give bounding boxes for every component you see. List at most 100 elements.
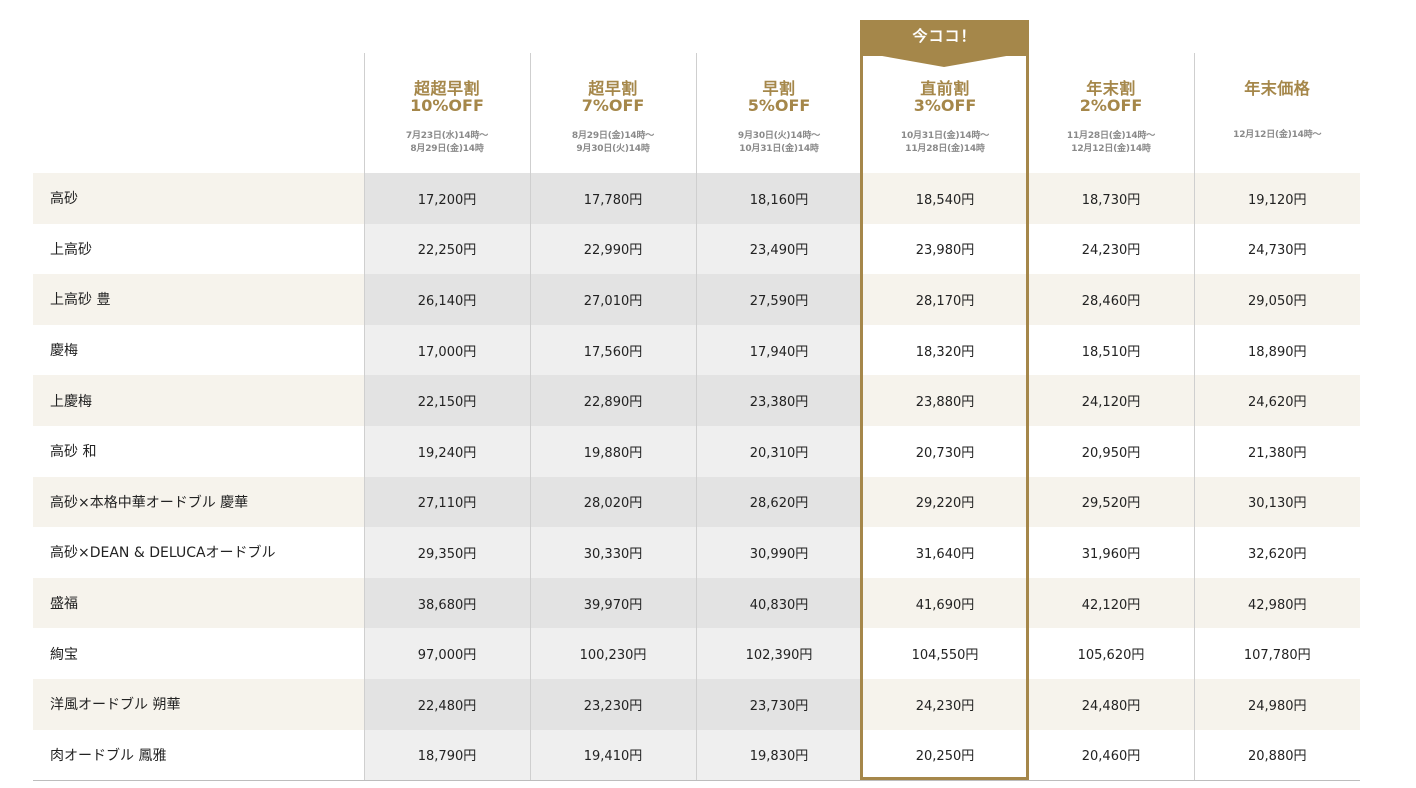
price-cell: 29,050円 [1193, 274, 1360, 325]
plan-discount: 5%OFF [747, 96, 811, 115]
price-cell: 28,020円 [529, 476, 696, 528]
price-table: 超超早割 10%OFF 7月23日(水)14時〜 8月29日(金)14時 超早割… [33, 53, 1360, 782]
current-period-badge: 今ココ！ [860, 20, 1029, 54]
price-cell: 28,460円 [1027, 274, 1194, 325]
product-name: 高砂×本格中華オードブル 慶華 [33, 476, 364, 528]
plan-date-end: 11月28日(金)14時 [905, 144, 985, 154]
price-cell: 30,990円 [695, 527, 862, 578]
product-name: 上高砂 豊 [33, 274, 364, 325]
price-cell: 17,560円 [529, 324, 696, 376]
price-cell: 20,250円 [861, 729, 1028, 782]
table-row: 上高砂 22,250円 22,990円 23,490円 23,980円 24,230円 24… [33, 223, 1360, 275]
product-name: 絢宝 [33, 628, 364, 679]
plan-date-end: 10月31日(金)14時 [739, 144, 819, 154]
price-cell: 20,730円 [861, 425, 1028, 477]
price-cell: 24,230円 [1027, 223, 1194, 275]
price-cell: 29,350円 [363, 527, 530, 578]
price-cell: 97,000円 [363, 628, 530, 679]
price-cell: 26,140円 [363, 274, 530, 325]
plan-discount: 3%OFF [913, 96, 977, 115]
price-cell: 27,110円 [363, 476, 530, 528]
plan-date-end: 12月12日(金)14時 [1071, 144, 1151, 154]
price-cell: 20,460円 [1027, 729, 1194, 782]
price-cell: 104,550円 [861, 628, 1028, 679]
plan-discount: 7%OFF [581, 96, 645, 115]
table-row: 上慶梅 22,150円 22,890円 23,380円 23,880円 24,120円 24… [33, 375, 1360, 426]
price-cell: 22,890円 [529, 375, 696, 426]
plan-header: 早割 5%OFF 9月30日(火)14時〜 10月31日(金)14時 [695, 53, 862, 173]
price-cell: 18,890円 [1193, 324, 1360, 376]
price-cell: 32,620円 [1193, 527, 1360, 578]
price-cell: 20,310円 [695, 425, 862, 477]
table-header-row: 超超早割 10%OFF 7月23日(水)14時〜 8月29日(金)14時 超早割… [33, 53, 1360, 173]
price-cell: 20,880円 [1193, 729, 1360, 782]
price-cell: 40,830円 [695, 577, 862, 629]
plan-name: 超超早割 [413, 79, 480, 98]
product-name: 高砂×DEAN & DELUCAオードブル [33, 527, 364, 578]
price-cell: 102,390円 [695, 628, 862, 679]
price-cell: 18,160円 [695, 173, 862, 224]
table-row: 高砂×DEAN & DELUCAオードブル 29,350円 30,330円 30,99… [33, 527, 1360, 578]
plan-header: 超早割 7%OFF 8月29日(金)14時〜 9月30日(火)14時 [529, 53, 696, 173]
plan-date-start: 7月23日(水)14時〜 [405, 131, 489, 141]
price-cell: 18,790円 [363, 729, 530, 782]
price-cell: 24,980円 [1193, 678, 1360, 730]
product-name: 洋風オードブル 朔華 [33, 678, 364, 730]
plan-date-start: 11月28日(金)14時〜 [1066, 131, 1156, 141]
price-cell: 42,120円 [1027, 577, 1194, 629]
price-cell: 29,220円 [861, 476, 1028, 528]
price-cell: 23,980円 [861, 223, 1028, 275]
plan-date-start: 10月31日(金)14時〜 [900, 131, 990, 141]
plan-name: 早割 [762, 79, 796, 98]
price-cell: 23,880円 [861, 375, 1028, 426]
table-row: 洋風オードブル 朔華 22,480円 23,230円 23,730円 24,230円 24… [33, 678, 1360, 730]
plan-header: 年末価格 12月12日(金)14時〜 [1193, 53, 1360, 173]
price-cell: 19,120円 [1193, 173, 1360, 224]
price-cell: 28,170円 [861, 274, 1028, 325]
price-cell: 107,780円 [1193, 628, 1360, 679]
price-cell: 23,230円 [529, 678, 696, 730]
plan-date-end: 8月29日(金)14時 [410, 144, 484, 154]
price-cell: 41,690円 [861, 577, 1028, 629]
table-row: 肉オードブル 鳳雅 18,790円 19,410円 19,830円 20,250円 20,… [33, 729, 1360, 782]
price-cell: 18,320円 [861, 324, 1028, 376]
price-cell: 22,150円 [363, 375, 530, 426]
product-name: 上高砂 [33, 223, 364, 275]
product-name: 盛福 [33, 577, 364, 629]
product-name: 高砂 [33, 173, 364, 224]
product-name: 高砂 和 [33, 425, 364, 477]
plan-discount: 10%OFF [410, 96, 484, 115]
plan-header: 超超早割 10%OFF 7月23日(水)14時〜 8月29日(金)14時 [363, 53, 530, 173]
plan-discount: 2%OFF [1079, 96, 1143, 115]
price-cell: 39,970円 [529, 577, 696, 629]
table-row: 絢宝 97,000円 100,230円 102,390円 104,550円 105,620… [33, 628, 1360, 679]
price-cell: 100,230円 [529, 628, 696, 679]
plan-date-start: 9月30日(火)14時〜 [737, 131, 821, 141]
price-cell: 20,950円 [1027, 425, 1194, 477]
price-cell: 28,620円 [695, 476, 862, 528]
table-body: 高砂 17,200円 17,780円 18,160円 18,540円 18,730円 19,… [33, 173, 1360, 782]
price-cell: 21,380円 [1193, 425, 1360, 477]
price-cell: 24,620円 [1193, 375, 1360, 426]
price-cell: 31,960円 [1027, 527, 1194, 578]
table-row: 高砂 17,200円 17,780円 18,160円 18,540円 18,730円 19,… [33, 173, 1360, 224]
product-name: 上慶梅 [33, 375, 364, 426]
price-cell: 19,410円 [529, 729, 696, 782]
price-cell: 27,010円 [529, 274, 696, 325]
price-cell: 23,730円 [695, 678, 862, 730]
header-blank-cell [33, 53, 364, 173]
price-cell: 30,330円 [529, 527, 696, 578]
price-cell: 23,380円 [695, 375, 862, 426]
plan-name: 年末価格 [1244, 79, 1311, 98]
price-cell: 18,730円 [1027, 173, 1194, 224]
table-row: 上高砂 豊 26,140円 27,010円 27,590円 28,170円 28,460円… [33, 274, 1360, 325]
plan-name: 超早割 [588, 79, 638, 98]
price-cell: 18,540円 [861, 173, 1028, 224]
price-cell: 19,880円 [529, 425, 696, 477]
price-cell: 22,990円 [529, 223, 696, 275]
price-cell: 17,940円 [695, 324, 862, 376]
price-cell: 105,620円 [1027, 628, 1194, 679]
price-cell: 17,780円 [529, 173, 696, 224]
product-name: 肉オードブル 鳳雅 [33, 729, 364, 782]
price-cell: 27,590円 [695, 274, 862, 325]
